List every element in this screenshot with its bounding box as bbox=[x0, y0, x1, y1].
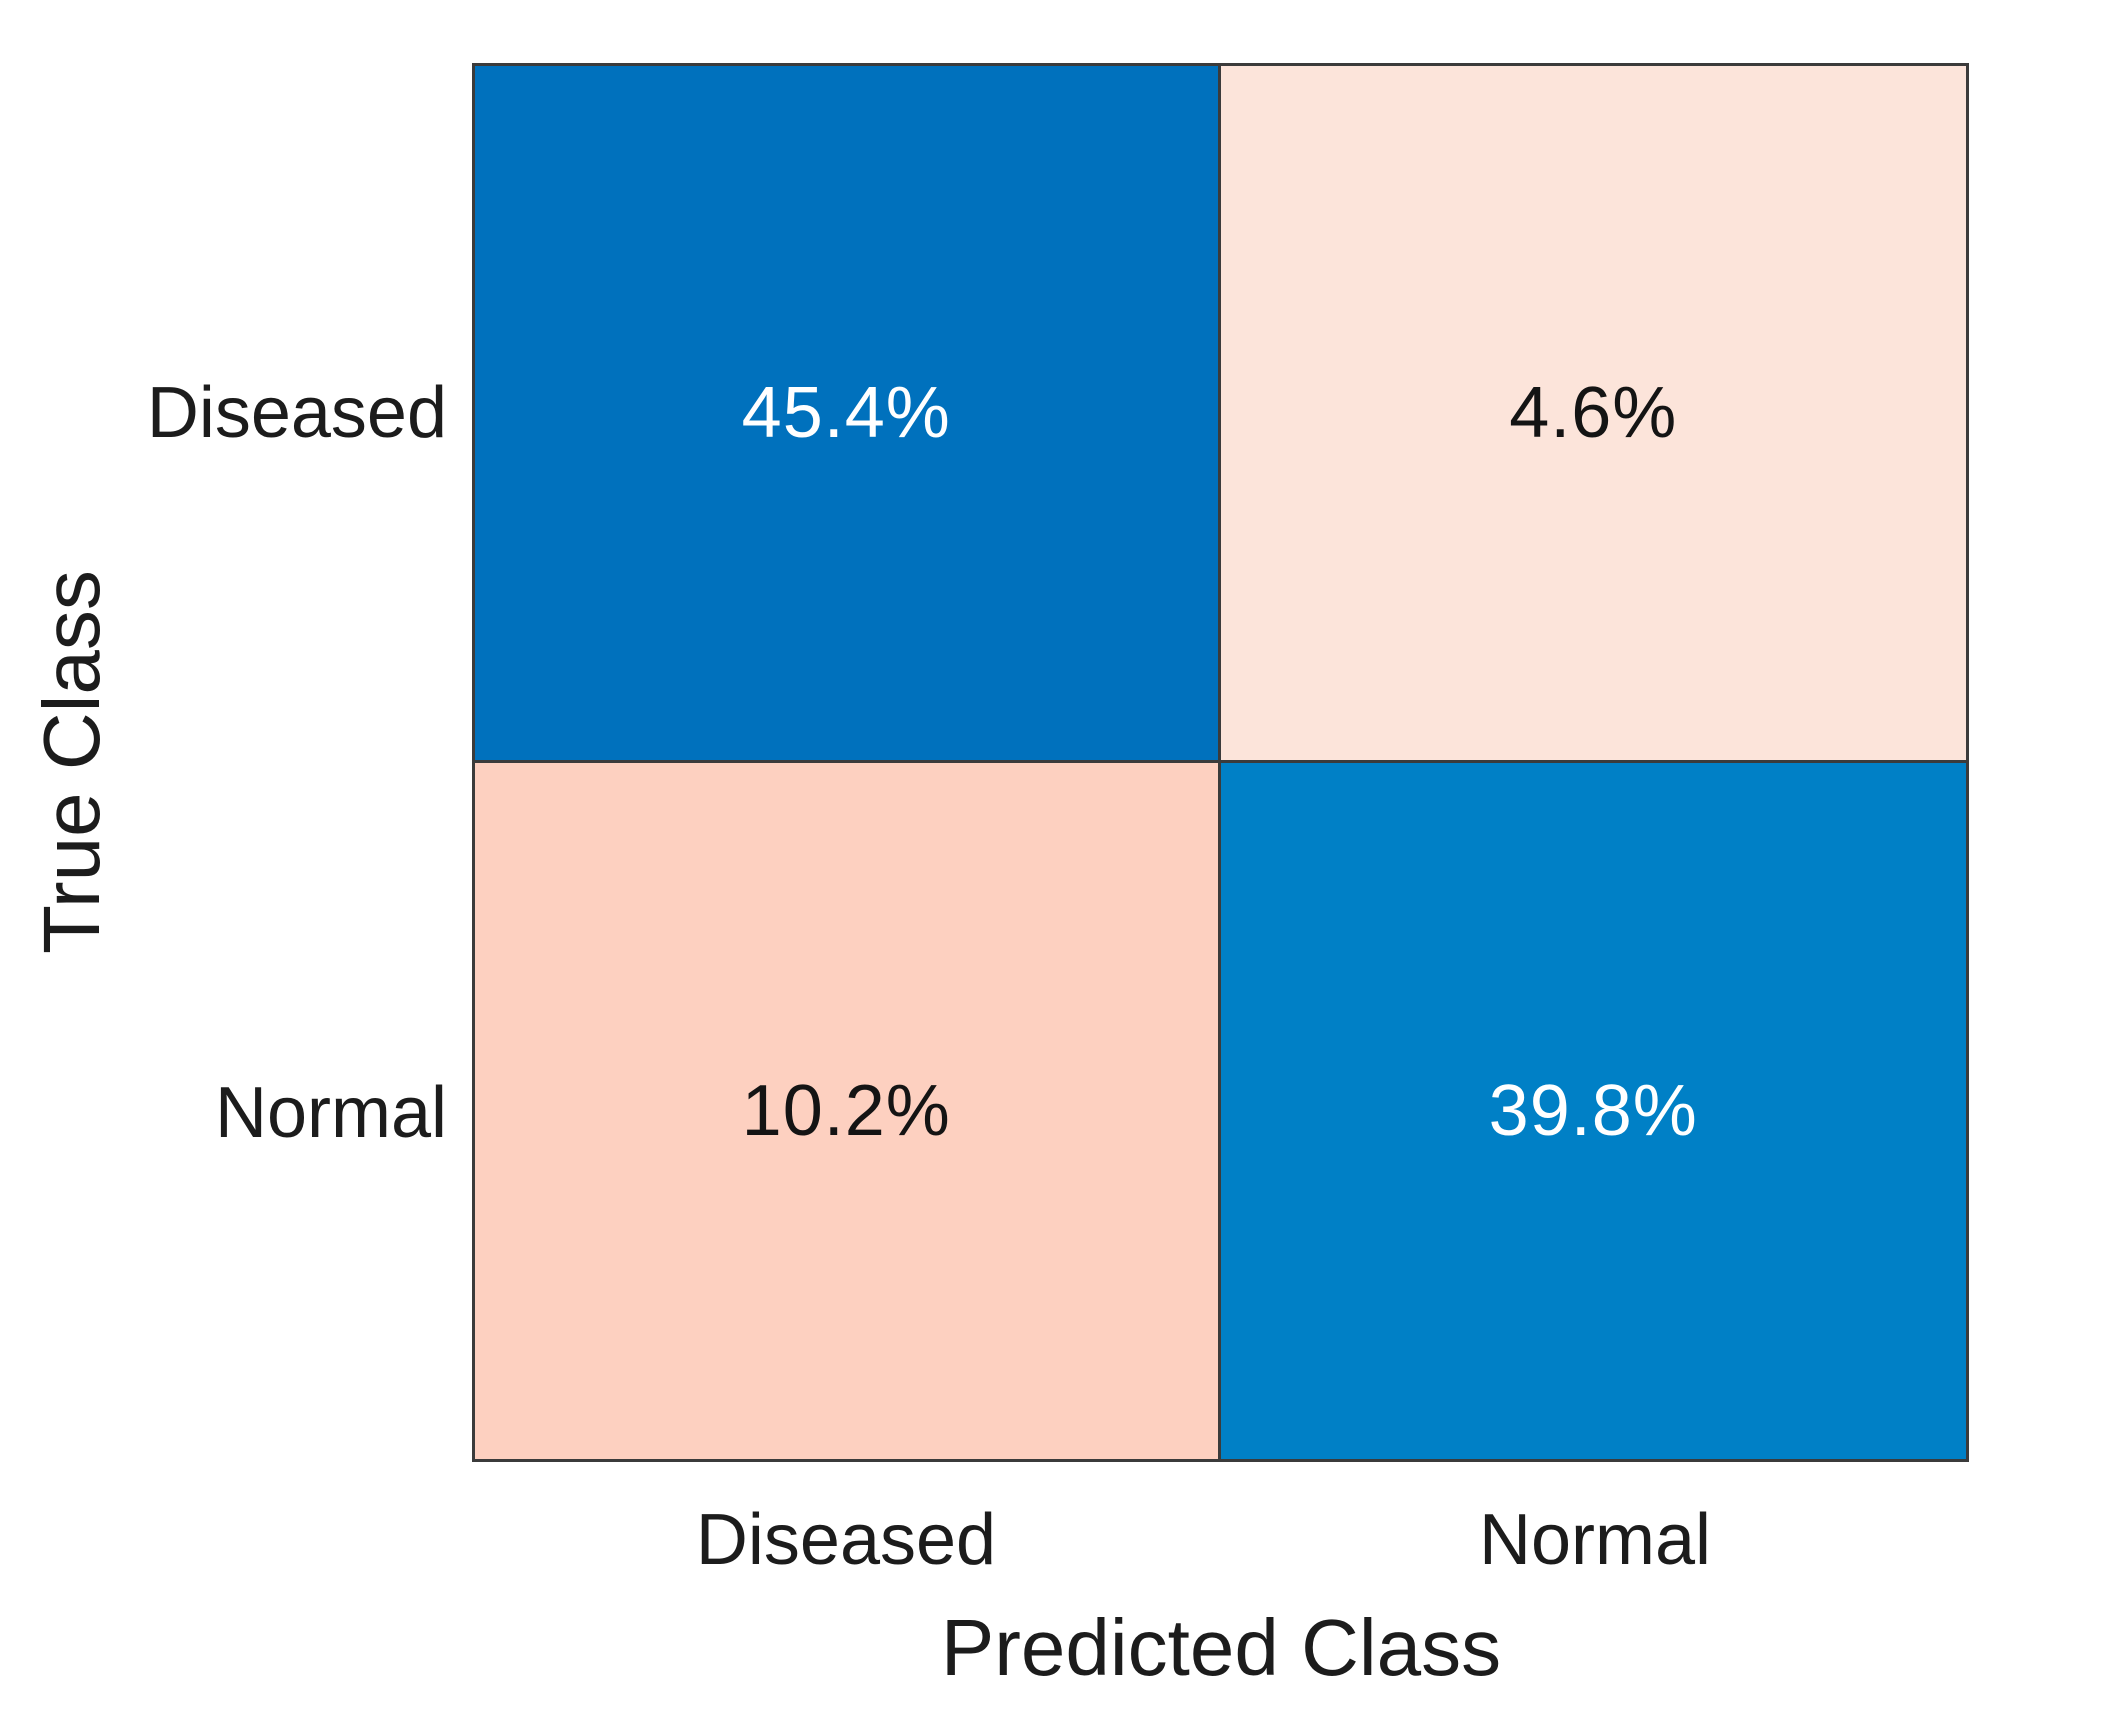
confusion-matrix-grid: 45.4% 4.6% 10.2% 39.8% bbox=[472, 63, 1969, 1462]
cell-value-true-normal-pred-normal: 39.8% bbox=[1488, 1070, 1698, 1151]
cell-value-true-diseased-pred-diseased: 45.4% bbox=[741, 372, 951, 453]
cell-true-diseased-pred-normal: 4.6% bbox=[1220, 66, 1966, 763]
y-tick-diseased: Diseased bbox=[146, 373, 447, 453]
x-tick-normal: Normal bbox=[1478, 1500, 1712, 1580]
cell-true-normal-pred-normal: 39.8% bbox=[1220, 762, 1966, 1459]
cell-true-diseased-pred-diseased: 45.4% bbox=[475, 66, 1221, 763]
x-tick-diseased: Diseased bbox=[695, 1500, 997, 1580]
cell-true-normal-pred-diseased: 10.2% bbox=[475, 762, 1221, 1459]
y-tick-normal: Normal bbox=[214, 1073, 447, 1153]
y-axis-title: True Class bbox=[27, 570, 116, 954]
cell-value-true-diseased-pred-normal: 4.6% bbox=[1509, 372, 1678, 453]
cell-value-true-normal-pred-diseased: 10.2% bbox=[741, 1070, 951, 1151]
x-axis-title: Predicted Class bbox=[940, 1603, 1502, 1692]
